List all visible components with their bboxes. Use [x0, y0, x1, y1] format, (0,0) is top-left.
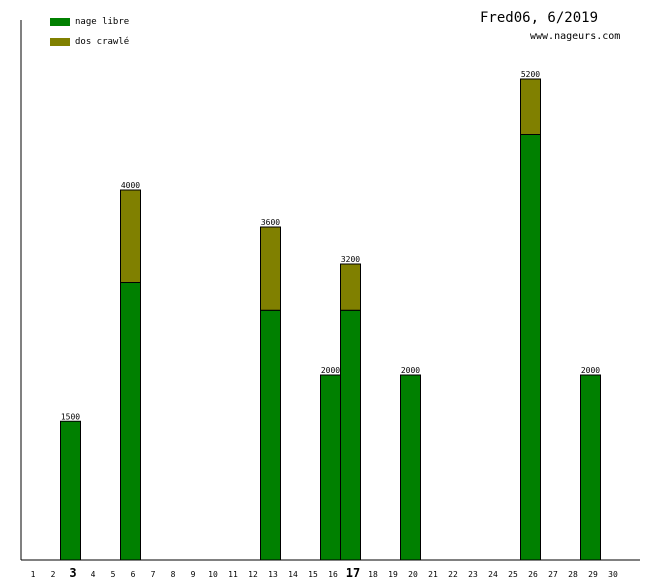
- x-tick-label-24: 24: [488, 570, 498, 579]
- bar-nage-libre-16: [320, 374, 341, 561]
- x-tick-label-13: 13: [268, 570, 278, 579]
- bar-dos-crawle-17: [340, 263, 361, 311]
- x-tick-label-16: 16: [328, 570, 338, 579]
- data-label-16: 2000: [321, 366, 340, 375]
- x-tick-label-14: 14: [288, 570, 298, 579]
- x-tick-label-19: 19: [388, 570, 398, 579]
- x-tick-label-26: 26: [528, 570, 538, 579]
- legend-item-nage-libre: nage libre: [50, 16, 129, 28]
- x-tick-label-9: 9: [191, 570, 196, 579]
- x-tick-label-22: 22: [448, 570, 458, 579]
- x-tick-label-12: 12: [248, 570, 258, 579]
- bar-nage-libre-29: [580, 374, 601, 561]
- legend-label-dos-crawle: dos crawlé: [75, 37, 130, 47]
- legend-label-nage-libre: nage libre: [75, 17, 130, 27]
- x-tick-label-8: 8: [171, 570, 176, 579]
- bar-nage-libre-17: [340, 309, 361, 561]
- x-tick-label-30: 30: [608, 570, 618, 579]
- x-tick-label-25: 25: [508, 570, 518, 579]
- x-tick-label-1: 1: [31, 570, 36, 579]
- bar-nage-libre-13: [260, 309, 281, 561]
- bar-nage-libre-6: [120, 282, 141, 561]
- x-tick-label-23: 23: [468, 570, 478, 579]
- data-label-3: 1500: [61, 412, 80, 421]
- legend: nage libre dos crawlé: [50, 16, 129, 56]
- x-tick-label-6: 6: [131, 570, 136, 579]
- x-tick-label-4: 4: [91, 570, 96, 579]
- x-tick-label-3: 3: [69, 566, 76, 580]
- x-tick-label-27: 27: [548, 570, 558, 579]
- legend-swatch-dos-crawle: [50, 38, 70, 46]
- data-label-17: 3200: [341, 255, 360, 264]
- bar-dos-crawle-13: [260, 226, 281, 311]
- x-tick-label-29: 29: [588, 570, 598, 579]
- legend-swatch-nage-libre: [50, 18, 70, 26]
- x-tick-label-17: 17: [346, 566, 360, 580]
- x-tick-label-2: 2: [51, 570, 56, 579]
- bar-nage-libre-20: [400, 374, 421, 561]
- x-tick-label-15: 15: [308, 570, 318, 579]
- data-label-29: 2000: [581, 366, 600, 375]
- bar-nage-libre-3: [60, 420, 81, 561]
- data-label-6: 4000: [121, 181, 140, 190]
- x-tick-label-28: 28: [568, 570, 578, 579]
- data-label-26: 5200: [521, 70, 540, 79]
- data-label-13: 3600: [261, 218, 280, 227]
- bar-dos-crawle-26: [520, 78, 541, 135]
- data-label-20: 2000: [401, 366, 420, 375]
- x-tick-label-10: 10: [208, 570, 218, 579]
- x-tick-label-21: 21: [428, 570, 438, 579]
- bar-dos-crawle-6: [120, 189, 141, 283]
- chart-title: Fred06, 6/2019: [480, 10, 599, 26]
- x-tick-label-7: 7: [151, 570, 156, 579]
- x-tick-label-11: 11: [228, 570, 238, 579]
- x-tick-label-18: 18: [368, 570, 378, 579]
- x-tick-label-5: 5: [111, 570, 116, 579]
- x-tick-label-20: 20: [408, 570, 418, 579]
- legend-item-dos-crawle: dos crawlé: [50, 36, 129, 48]
- bar-nage-libre-26: [520, 134, 541, 561]
- chart-subtitle: www.nageurs.com: [530, 31, 621, 42]
